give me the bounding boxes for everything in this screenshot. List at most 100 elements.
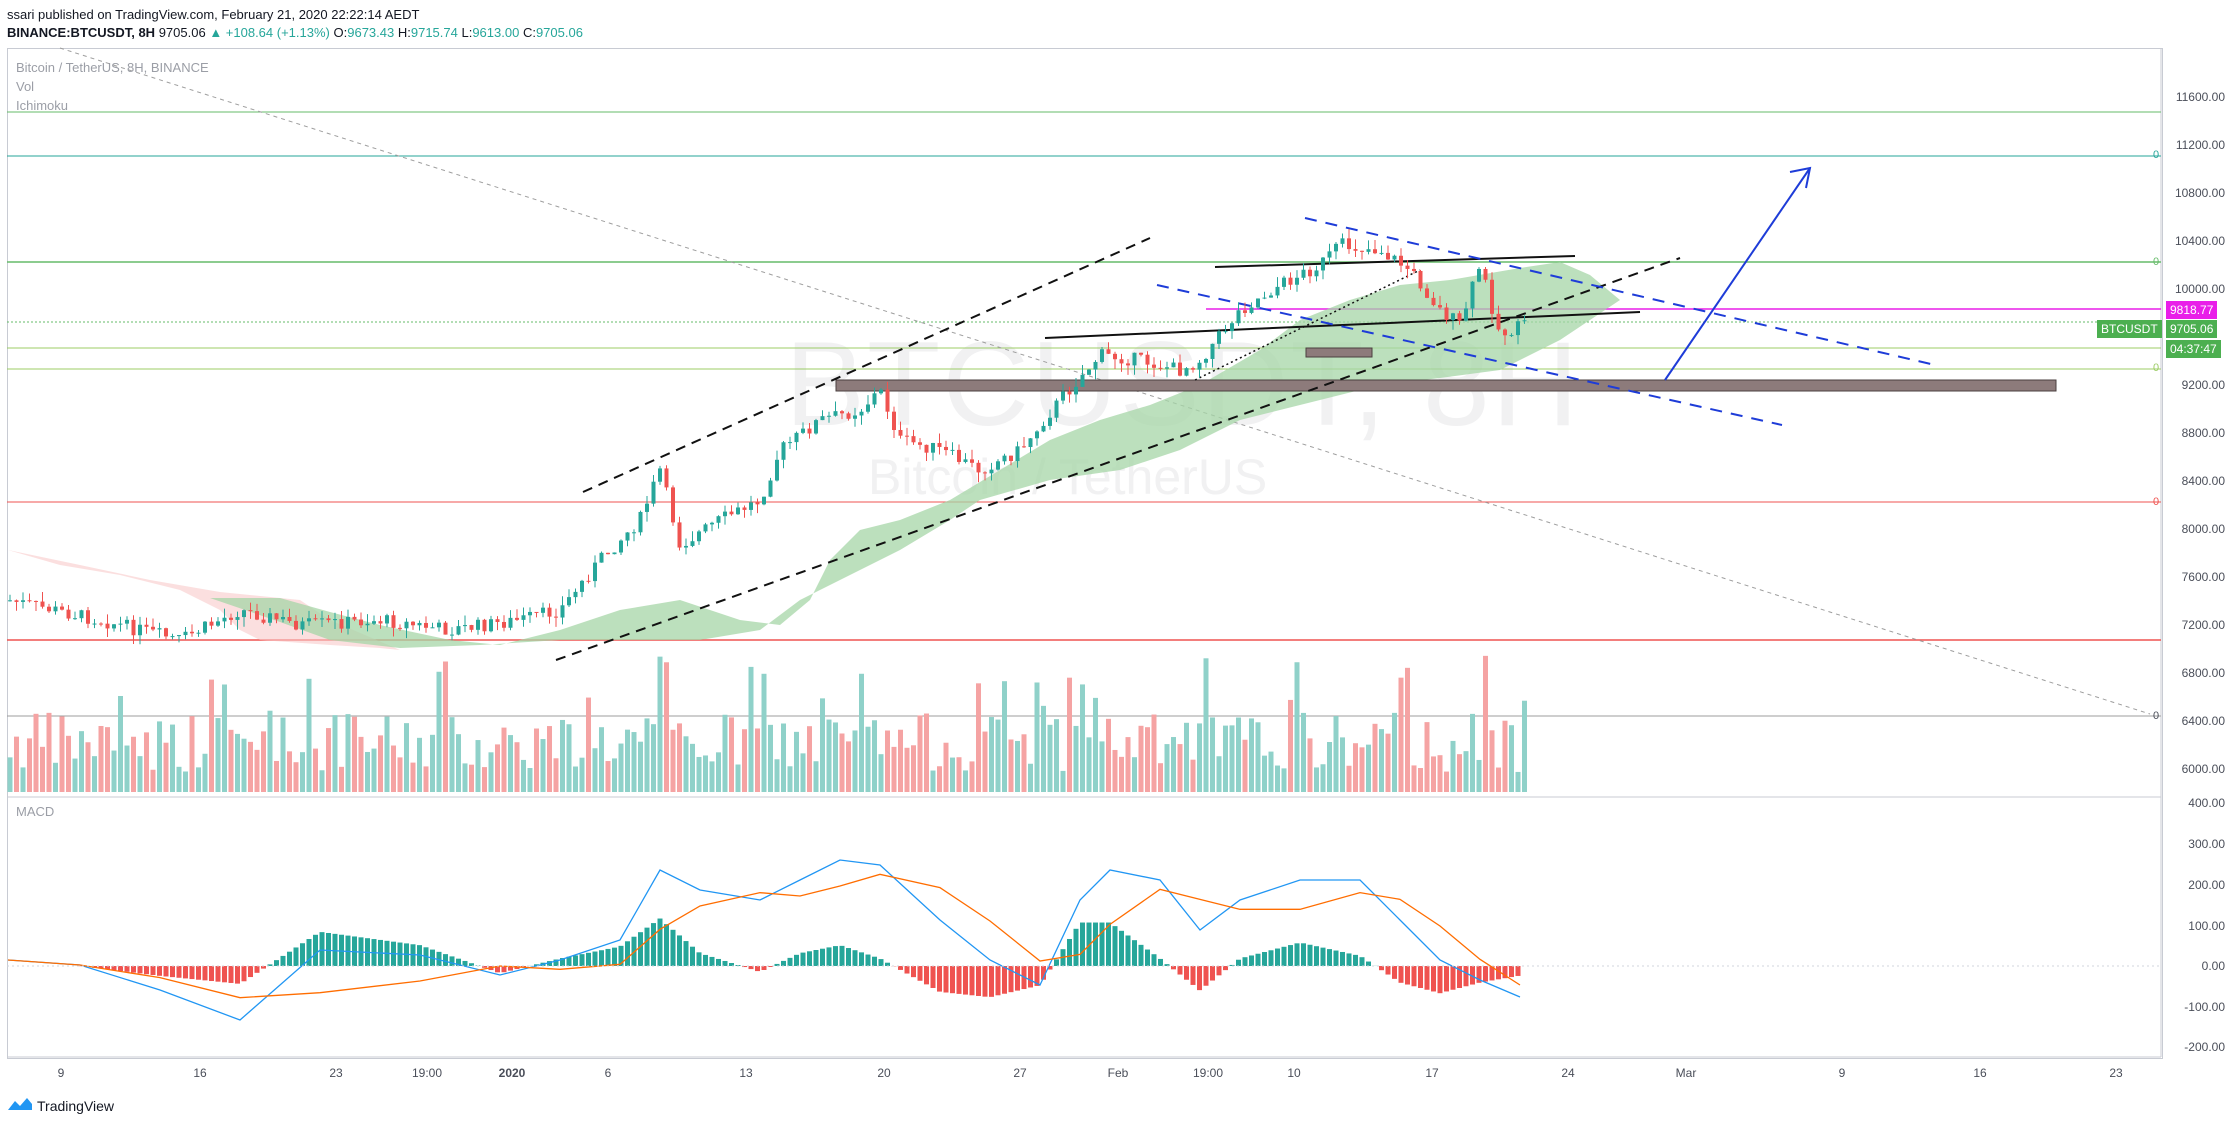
macd-hist-bar (1333, 950, 1339, 966)
macd-hist-bar (332, 933, 338, 966)
macd-hist-bar (859, 952, 864, 966)
footer-branding[interactable]: TradingView (7, 1096, 114, 1115)
candle-body (1028, 438, 1033, 448)
macd-hist-bar (1281, 946, 1287, 966)
candle-body (1366, 249, 1371, 252)
volume-bar (696, 756, 702, 792)
candle-body (1204, 358, 1208, 363)
volume-bar (1073, 725, 1079, 792)
volume-bar (1210, 717, 1215, 792)
candle-body (1490, 279, 1494, 314)
time-tick: 9 (57, 1066, 65, 1080)
macd-hist-bar (670, 929, 676, 966)
volume-bar (1262, 755, 1267, 792)
candle-body (671, 487, 675, 523)
candle-body (625, 532, 630, 541)
wedge-lower-line (1156, 284, 1783, 426)
last-price: 9705.06 (158, 25, 206, 40)
volume-bar (59, 716, 65, 792)
candle-body (1457, 313, 1462, 321)
candle-body (118, 623, 123, 625)
macd-hist-bar (852, 950, 858, 966)
time-tick: 16 (193, 1066, 207, 1080)
volume-bar (937, 766, 942, 792)
volume-bar (495, 744, 500, 792)
macd-hist-bar (1080, 922, 1085, 966)
chart-pane[interactable] (7, 48, 2163, 1059)
macd-hist-bar (1346, 953, 1352, 966)
volume-bar (1093, 697, 1098, 792)
volume-bar (1106, 718, 1111, 792)
volume-bar (1158, 763, 1163, 792)
price-tick: 6000.00 (2181, 762, 2225, 776)
macd-hist-bar (943, 966, 949, 993)
macd-histogram (79, 918, 1521, 997)
volume-bar (92, 756, 97, 792)
volume-bar (85, 742, 91, 792)
candle-body (1314, 270, 1319, 277)
candle-body (1048, 417, 1052, 426)
candle-body (1113, 353, 1117, 360)
macd-hist-bar (436, 951, 442, 966)
candle-body (1373, 249, 1377, 254)
legend-volume[interactable]: Vol (16, 79, 35, 94)
volume-bar (735, 764, 741, 792)
candle-body (53, 606, 58, 612)
candle-body (307, 618, 311, 622)
macd-hist-bar (878, 959, 884, 966)
candle-body (1282, 277, 1286, 287)
legend-ichimoku[interactable]: Ichimoku (16, 98, 69, 113)
macd-hist-bar (1008, 966, 1014, 993)
macd-hist-bar (839, 945, 845, 966)
macd-hist-bar (1385, 966, 1391, 975)
high-value: 9715.74 (410, 25, 458, 40)
candle-body (14, 600, 19, 602)
volume-bar (118, 695, 123, 792)
candle-body (1210, 343, 1215, 359)
volume-bar (527, 767, 533, 792)
macd-hist-bar (508, 966, 513, 971)
volume-bar (332, 715, 338, 792)
macd-hist-bar (293, 947, 299, 966)
candle-body (1321, 257, 1325, 271)
price-tick: 10000.00 (2174, 282, 2225, 296)
symbol-name[interactable]: BINANCE:BTCUSDT, 8H (7, 25, 156, 40)
macd-hist-bar (280, 955, 286, 966)
wedge-upper-line (1304, 217, 1936, 366)
volume-bar (1229, 725, 1235, 792)
macd-hist-bar (937, 966, 942, 992)
alert-price-tag[interactable]: 9818.77 (2166, 301, 2218, 319)
candle-body (684, 545, 688, 548)
candle-body (1035, 431, 1039, 439)
candle-body (1301, 269, 1306, 278)
macd-hist-bar (982, 966, 988, 997)
candle-body (183, 631, 188, 636)
volume-bar (976, 683, 981, 792)
macd-hist-bar (1301, 943, 1306, 966)
fib-zero-marker: 0 (2153, 496, 2160, 508)
macd-hist-bar (761, 966, 767, 970)
macd-hist-bar (1275, 948, 1280, 966)
macd-hist-bar (241, 966, 247, 982)
macd-hist-bar (560, 958, 565, 966)
candle-body (66, 609, 71, 619)
time-tick: 24 (1561, 1066, 1575, 1080)
volume-bar (196, 767, 201, 792)
volume-bar (683, 736, 689, 792)
volume-bar (1307, 738, 1313, 792)
legend-macd[interactable]: MACD (16, 804, 55, 819)
candle-body (593, 562, 597, 582)
legend-symbol-title[interactable]: Bitcoin / TetherUS, 8H, BINANCE (16, 60, 209, 75)
macd-hist-bar (904, 966, 910, 974)
candle-body (820, 416, 825, 421)
candle-body (1522, 320, 1527, 322)
candle-body (1516, 321, 1520, 336)
candle-body (456, 626, 461, 635)
volume-bar (111, 750, 117, 792)
price-axis[interactable]: 11600.00 11200.00 10800.00 10400.00 1000… (2161, 48, 2237, 1057)
macd-hist-bar (1353, 954, 1358, 966)
macd-hist-bar (1034, 966, 1040, 986)
candle-body (606, 552, 610, 555)
macd-hist-bar (651, 923, 656, 966)
